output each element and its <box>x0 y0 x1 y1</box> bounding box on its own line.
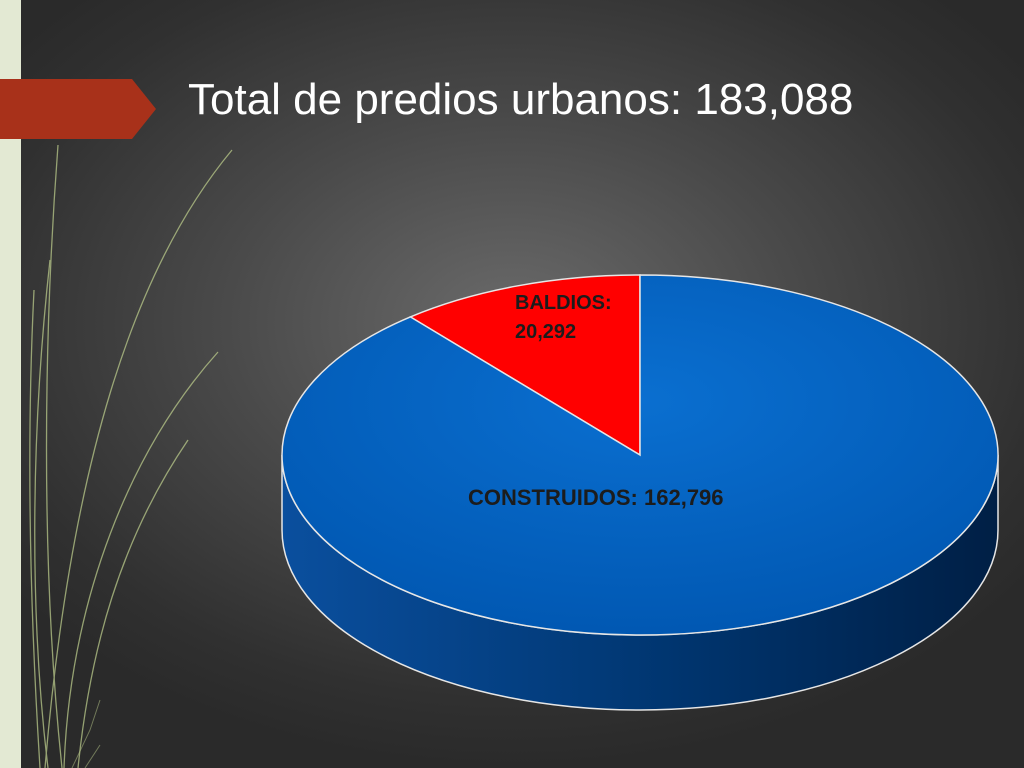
pie-slice-construidos <box>281 274 999 636</box>
pie-label-construidos: CONSTRUIDOS: 162,796 <box>468 485 724 510</box>
slide-title: Total de predios urbanos: 183,088 <box>188 75 854 124</box>
title-arrow-icon <box>0 79 156 139</box>
pie-slice-baldios <box>408 274 641 457</box>
pie-label-baldios: BALDIOS: 20,292 <box>515 292 612 343</box>
left-accent-band <box>0 0 21 768</box>
